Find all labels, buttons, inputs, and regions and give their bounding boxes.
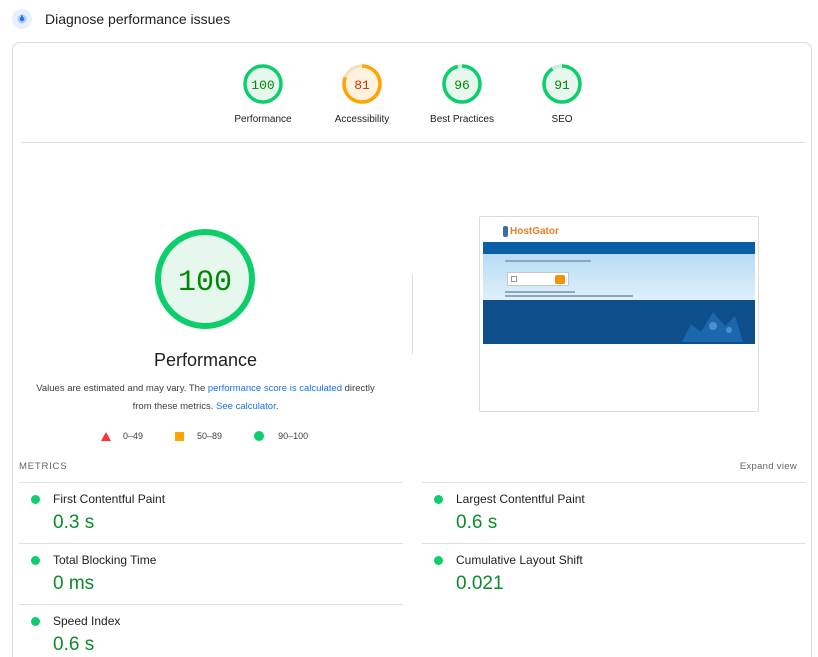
lighthouse-icon	[12, 9, 32, 29]
triangle-icon	[101, 431, 111, 441]
gator-mascot-icon	[682, 312, 743, 342]
metric-cumulative-layout-shift: Cumulative Layout Shift 0.021	[422, 543, 806, 604]
section-title: Diagnose performance issues	[45, 11, 231, 27]
expand-view-toggle[interactable]: Expand view	[739, 461, 797, 472]
section-header: Diagnose performance issues	[12, 8, 230, 30]
legend-range: 50–89	[197, 431, 223, 441]
gauge-accessibility[interactable]: 81 Accessibility	[312, 63, 412, 125]
see-calculator-link[interactable]: See calculator	[216, 401, 276, 412]
gauge-seo[interactable]: 91 SEO	[512, 63, 612, 125]
metric-value: 0 ms	[53, 573, 95, 594]
score-legend: 0–49 50–89 90–100	[101, 429, 340, 443]
gauge-label: Best Practices	[430, 114, 494, 125]
metric-total-blocking-time: Total Blocking Time 0 ms	[19, 543, 403, 604]
checkbox-icon	[511, 276, 517, 282]
thumbnail-band	[483, 242, 755, 254]
description-text: Values are estimated and may vary. The	[36, 383, 208, 394]
thumbnail-text-line	[505, 291, 575, 293]
score-calculated-link[interactable]: performance score is calculated	[207, 383, 342, 394]
metric-largest-contentful-paint: Largest Contentful Paint 0.6 s	[422, 482, 806, 543]
legend-range: 0–49	[123, 431, 144, 441]
description-text: directly from these metrics.	[132, 383, 375, 412]
thumbnail-captcha	[507, 272, 569, 286]
thumbnail-footer	[483, 300, 755, 344]
gauge-label: Accessibility	[334, 114, 390, 125]
metric-value: 0.6 s	[53, 634, 95, 655]
hostgator-logo: HostGator	[503, 226, 559, 237]
metric-label: Cumulative Layout Shift	[456, 553, 583, 567]
captcha-icon	[555, 275, 565, 284]
metric-label: First Contentful Paint	[53, 492, 166, 506]
performance-score-gauge: 100	[155, 229, 255, 329]
metric-label: Speed Index	[53, 614, 121, 628]
gauge-score: 81	[354, 78, 370, 93]
legend-average: 50–89	[175, 431, 222, 441]
gator-icon	[503, 226, 508, 237]
gauge-performance[interactable]: 100 Performance	[213, 63, 313, 125]
metric-label: Largest Contentful Paint	[456, 492, 585, 506]
legend-fail: 0–49	[101, 431, 143, 441]
circle-icon	[254, 431, 265, 441]
gauge-label: SEO	[551, 114, 573, 125]
pass-circle-icon	[31, 617, 40, 626]
description-text: .	[275, 401, 279, 412]
performance-score: 100	[178, 266, 232, 300]
gauge-score: 91	[554, 78, 570, 93]
thumbnail-text-line	[505, 295, 633, 297]
pass-circle-icon	[434, 556, 443, 565]
legend-range: 90–100	[278, 431, 309, 441]
page-thumbnail: HostGator	[483, 220, 755, 344]
square-icon	[175, 431, 185, 441]
metric-value: 0.021	[456, 573, 504, 594]
report-card: 100 Performance 81 Accessibility 96 Best…	[12, 42, 812, 657]
gauge-score: 96	[454, 78, 470, 93]
thumbnail-body	[483, 254, 755, 300]
gauge-best-practices[interactable]: 96 Best Practices	[412, 63, 512, 125]
final-screenshot: HostGator	[479, 216, 759, 412]
performance-title: Performance	[153, 350, 258, 370]
score-ring-icon: 91	[542, 64, 582, 104]
metric-label: Total Blocking Time	[53, 553, 157, 567]
vertical-divider	[412, 274, 413, 354]
metric-value: 0.3 s	[53, 512, 95, 533]
category-gauges: 100 Performance 81 Accessibility 96 Best…	[13, 63, 813, 133]
pass-circle-icon	[31, 495, 40, 504]
thumbnail-text-line	[505, 260, 591, 262]
pass-circle-icon	[434, 495, 443, 504]
pass-circle-icon	[31, 556, 40, 565]
score-ring-icon: 100	[243, 64, 283, 104]
metric-speed-index: Speed Index 0.6 s	[19, 604, 403, 657]
score-ring-icon: 81	[342, 64, 382, 104]
gauge-score: 100	[251, 78, 274, 93]
legend-pass: 90–100	[254, 431, 308, 441]
metric-value: 0.6 s	[456, 512, 498, 533]
gauge-label: Performance	[234, 114, 292, 125]
metric-first-contentful-paint: First Contentful Paint 0.3 s	[19, 482, 403, 543]
performance-description: Values are estimated and may vary. The p…	[33, 380, 378, 416]
score-ring-icon: 96	[442, 64, 482, 104]
brand-text: HostGator	[510, 226, 559, 238]
metrics-heading: METRICS	[19, 461, 68, 472]
divider	[21, 142, 805, 143]
